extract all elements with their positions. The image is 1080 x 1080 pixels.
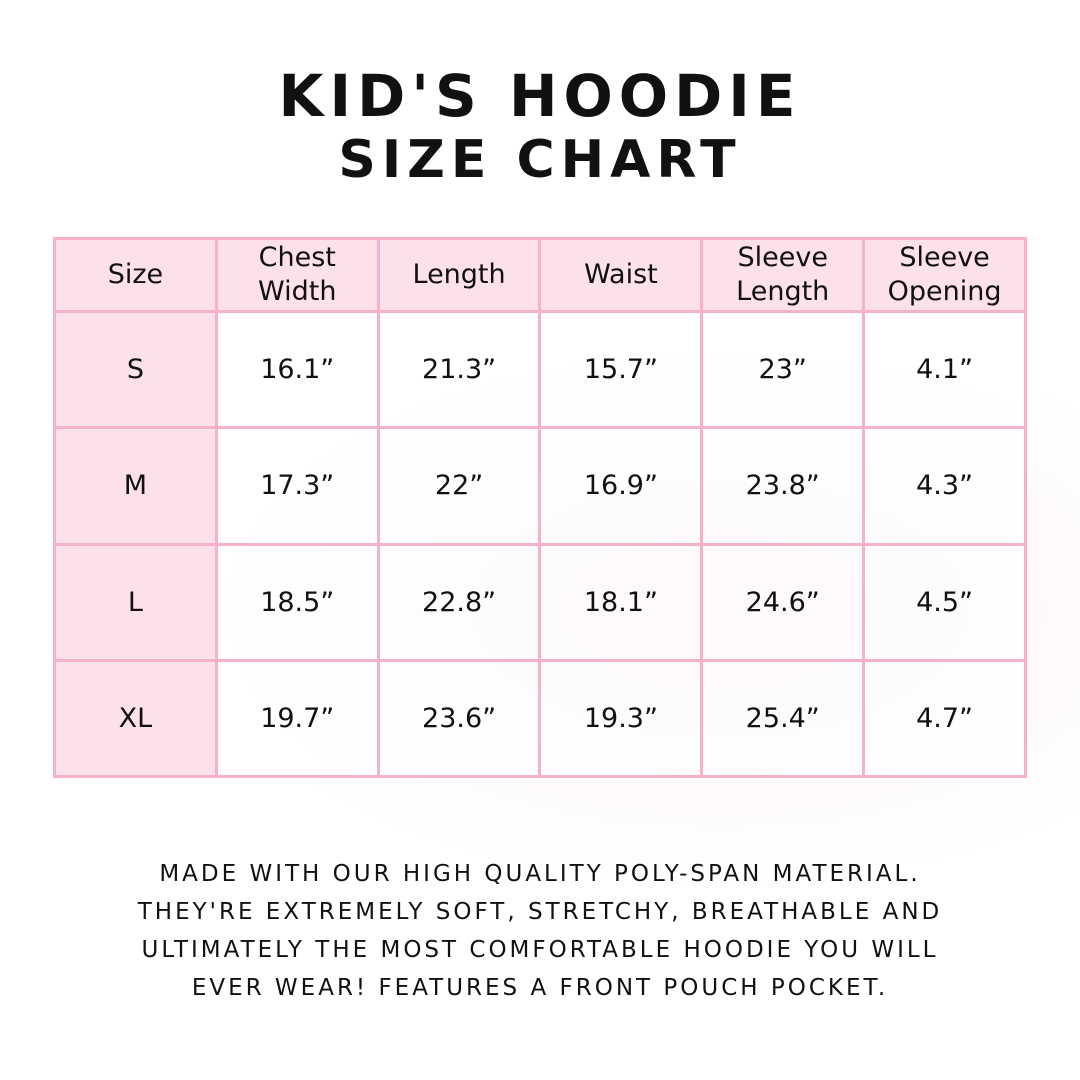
measurement-cell: 4.5” bbox=[862, 542, 1027, 662]
measurement-cell: 25.4” bbox=[700, 658, 866, 779]
measurement-cell: 18.5” bbox=[214, 542, 380, 662]
column-header: Waist bbox=[538, 237, 704, 313]
measurement-cell: 21.3” bbox=[376, 309, 542, 430]
description-line: They're extremely soft, stretchy, breath… bbox=[137, 899, 943, 925]
measurement-cell: 17.3” bbox=[214, 426, 380, 546]
size-cell: M bbox=[53, 426, 218, 546]
measurement-cell: 23” bbox=[700, 309, 866, 430]
column-header: Sleeve Length bbox=[700, 237, 866, 313]
measurement-cell: 16.1” bbox=[214, 309, 380, 430]
measurement-cell: 24.6” bbox=[700, 542, 866, 662]
size-cell: XL bbox=[53, 658, 218, 779]
measurement-cell: 4.3” bbox=[862, 426, 1027, 546]
table-row: S 16.1” 21.3” 15.7” 23” 4.1” bbox=[53, 309, 1027, 430]
column-header: Size bbox=[53, 237, 218, 313]
measurement-cell: 4.1” bbox=[862, 309, 1027, 430]
measurement-cell: 4.7” bbox=[862, 658, 1027, 779]
column-header: Length bbox=[376, 237, 542, 313]
page-title: KID'S HOODIE SIZE CHART bbox=[0, 62, 1080, 190]
column-header: Sleeve Opening bbox=[862, 237, 1027, 313]
table-row: M 17.3” 22” 16.9” 23.8” 4.3” bbox=[53, 426, 1027, 546]
measurement-cell: 19.7” bbox=[214, 658, 380, 779]
measurement-cell: 18.1” bbox=[538, 542, 704, 662]
measurement-cell: 23.8” bbox=[700, 426, 866, 546]
header-row: Size Chest Width Length Waist Sleeve Length S… bbox=[53, 237, 1027, 313]
description-line: ultimately the most comfortable hoodie y… bbox=[141, 937, 939, 963]
column-header: Chest Width bbox=[214, 237, 380, 313]
description-line: Made with our high quality poly-span mat… bbox=[159, 861, 921, 887]
measurement-cell: 19.3” bbox=[538, 658, 704, 779]
measurement-cell: 23.6” bbox=[376, 658, 542, 779]
size-cell: L bbox=[53, 542, 218, 662]
title-line-1: KID'S HOODIE bbox=[278, 62, 802, 130]
description: Made with our high quality poly-span mat… bbox=[40, 855, 1040, 1007]
table-row: L 18.5” 22.8” 18.1” 24.6” 4.5” bbox=[53, 542, 1027, 662]
size-cell: S bbox=[53, 309, 218, 430]
size-chart-table: Size Chest Width Length Waist Sleeve Length S… bbox=[53, 237, 1027, 779]
measurement-cell: 22” bbox=[376, 426, 542, 546]
measurement-cell: 22.8” bbox=[376, 542, 542, 662]
measurement-cell: 15.7” bbox=[538, 309, 704, 430]
measurement-cell: 16.9” bbox=[538, 426, 704, 546]
table-row: XL 19.7” 23.6” 19.3” 25.4” 4.7” bbox=[53, 658, 1027, 779]
title-line-2: SIZE CHART bbox=[338, 130, 742, 190]
description-line: ever wear! Features a front pouch pocket… bbox=[191, 975, 889, 1001]
